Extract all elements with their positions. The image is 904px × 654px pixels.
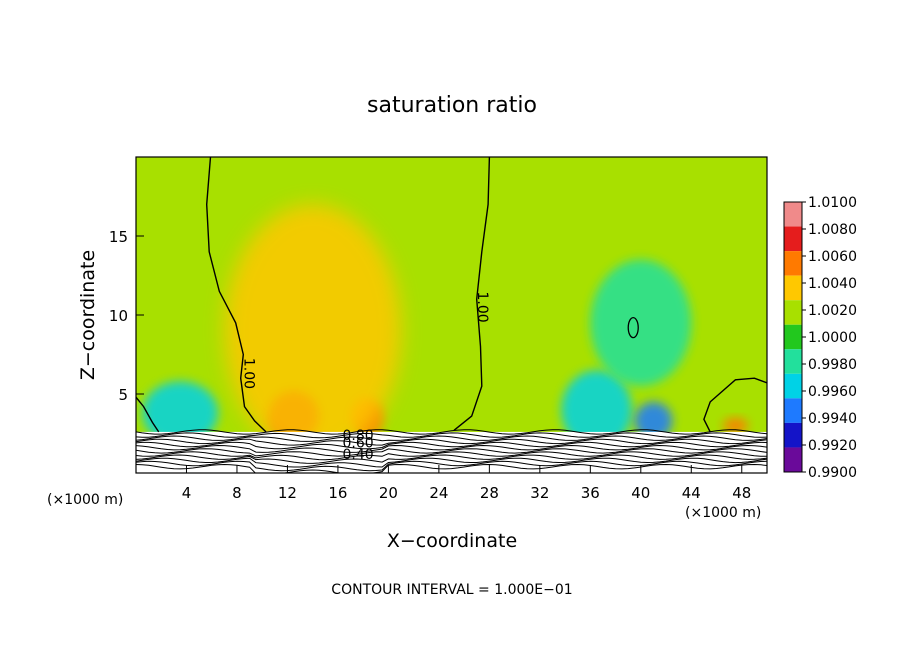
y-axis-label: Z−coordinate <box>77 250 99 380</box>
isoline-1-east <box>703 377 767 433</box>
isoline-1-left <box>205 157 267 433</box>
colorbar-swatch-7 <box>784 373 802 399</box>
surface-contour-10 <box>136 460 767 472</box>
colorbar-swatch-2 <box>784 251 802 276</box>
colorbar-label-5: 1.0000 <box>808 330 857 346</box>
contour-label-3: 0.60 <box>343 436 374 452</box>
terrain-band <box>136 429 767 473</box>
surface-contour-2 <box>136 435 767 442</box>
x-unit-right: (×1000 m) <box>685 505 761 521</box>
surface-contour-1 <box>136 432 767 439</box>
surface-contour-9 <box>136 457 767 468</box>
surface-contour-5 <box>136 444 767 453</box>
colorbar-label-9: 0.9920 <box>808 438 857 454</box>
colorbar-label-0: 1.0100 <box>808 195 857 211</box>
x-tick-label-24: 24 <box>429 484 448 502</box>
x-tick-label-16: 16 <box>328 484 347 502</box>
y-ticks: 5 10 15 <box>109 228 144 404</box>
colorbar-swatch-9 <box>784 422 802 448</box>
isoline-1-edge <box>136 396 160 433</box>
x-tick-label-20: 20 <box>379 484 398 502</box>
x-tick-label-36: 36 <box>581 484 600 502</box>
surface-contour-7 <box>136 451 767 461</box>
x-tick-label-8: 8 <box>232 484 242 502</box>
contour-label-2: 0.80 <box>343 428 374 444</box>
field-feature-3 <box>561 370 632 450</box>
colorbar-label-6: 0.9980 <box>808 357 857 373</box>
isolines <box>136 157 767 433</box>
x-unit-left: (×1000 m) <box>47 492 123 508</box>
colorbar-swatch-5 <box>784 324 802 350</box>
field-features <box>142 204 749 458</box>
x-tick-label-32: 32 <box>530 484 549 502</box>
contour-interval-text: CONTOUR INTERVAL = 1.000E−01 <box>331 582 572 598</box>
contour-labels: 1.00 1.00 0.800.600.40 <box>241 292 490 463</box>
colorbar-swatch-1 <box>784 226 802 252</box>
colorbar-label-10: 0.9900 <box>808 465 857 481</box>
colorbar-label-1: 1.0080 <box>808 222 857 238</box>
isoline-1-right <box>453 157 491 431</box>
colorbar-swatch-8 <box>784 398 802 423</box>
contour-label-4: 0.40 <box>343 447 374 463</box>
colorbar-label-3: 1.0040 <box>808 276 857 292</box>
x-ticks: 4 8 12 16 20 24 28 32 36 40 44 48 <box>182 465 751 502</box>
colorbar-swatch-0 <box>784 202 802 227</box>
chart-title: saturation ratio <box>367 93 537 118</box>
contour-label-0: 1.00 <box>241 358 257 389</box>
field-feature-2 <box>142 381 219 445</box>
surface-contour-8 <box>136 454 767 464</box>
y-tick-label-10: 10 <box>109 307 128 325</box>
colorbar-swatch-10 <box>784 447 802 472</box>
x-tick-label-12: 12 <box>278 484 297 502</box>
field-feature-5 <box>224 204 402 458</box>
surface-contour-4 <box>136 441 767 450</box>
colorbar: 1.0100 1.0080 1.0060 1.0040 1.0020 1.0000 0.99… <box>783 195 857 481</box>
colorbar-swatch-4 <box>784 300 802 325</box>
surface-contour-11 <box>136 463 767 473</box>
colorbar-label-7: 0.9960 <box>808 384 857 400</box>
y-tick-label-5: 5 <box>118 386 128 404</box>
x-axis-label: X−coordinate <box>387 530 517 552</box>
y-tick-label-15: 15 <box>109 228 128 246</box>
x-tick-label-4: 4 <box>182 484 192 502</box>
colorbar-label-4: 1.0020 <box>808 303 857 319</box>
x-tick-label-28: 28 <box>480 484 499 502</box>
colorbar-swatch-6 <box>784 349 802 374</box>
x-tick-label-44: 44 <box>682 484 701 502</box>
surface-contour-3 <box>136 438 767 446</box>
contour-field <box>136 157 767 473</box>
x-tick-label-48: 48 <box>732 484 751 502</box>
contour-label-1: 1.00 <box>474 292 490 323</box>
surface-contour-6 <box>136 448 767 457</box>
x-tick-label-40: 40 <box>631 484 650 502</box>
colorbar-swatch-3 <box>784 275 802 301</box>
colorbar-label-8: 0.9940 <box>808 411 857 427</box>
surface-contour-0 <box>136 429 767 435</box>
field-feature-4 <box>634 401 673 440</box>
isoline-1-loop <box>627 316 639 339</box>
colorbar-label-2: 1.0060 <box>808 249 857 265</box>
field-feature-6 <box>590 259 692 387</box>
